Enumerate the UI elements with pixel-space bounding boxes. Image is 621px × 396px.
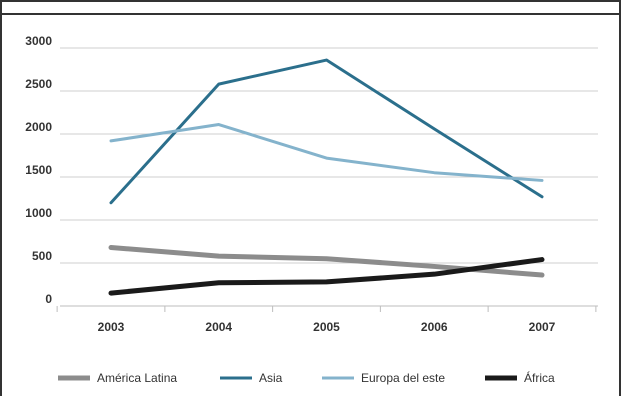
legend-label: Asia: [259, 371, 283, 385]
x-tick-label: 2006: [421, 320, 448, 334]
y-tick-label: 3000: [25, 34, 52, 48]
series-line-2: [109, 123, 544, 182]
y-tick-label: 500: [32, 249, 52, 263]
y-tick-label: 2500: [25, 77, 52, 91]
series-lines: [108, 58, 545, 296]
x-axis-ticks: 2003 2004 2005 2006 2007: [98, 320, 556, 334]
series-line-1: [109, 58, 544, 205]
grid: [60, 47, 598, 264]
legend-label: América Latina: [97, 371, 177, 385]
x-tick-label: 2005: [313, 320, 340, 334]
x-tick-label: 2007: [529, 320, 556, 334]
legend-label: África: [524, 370, 555, 385]
y-axis-ticks: 0 500 1000 1500 2000 2500 3000: [25, 34, 52, 306]
y-tick-label: 0: [45, 292, 52, 306]
legend-label: Europa del este: [361, 371, 445, 385]
series-line-3: [108, 257, 545, 296]
series-line-0: [108, 245, 545, 278]
y-tick-label: 1500: [25, 163, 52, 177]
y-tick-label: 1000: [25, 206, 52, 220]
x-tick-label: 2003: [98, 320, 125, 334]
x-tick-label: 2004: [205, 320, 232, 334]
x-axis: [56, 305, 598, 312]
y-tick-label: 2000: [25, 120, 52, 134]
legend: América Latina Asia Europa del este África: [58, 370, 555, 385]
